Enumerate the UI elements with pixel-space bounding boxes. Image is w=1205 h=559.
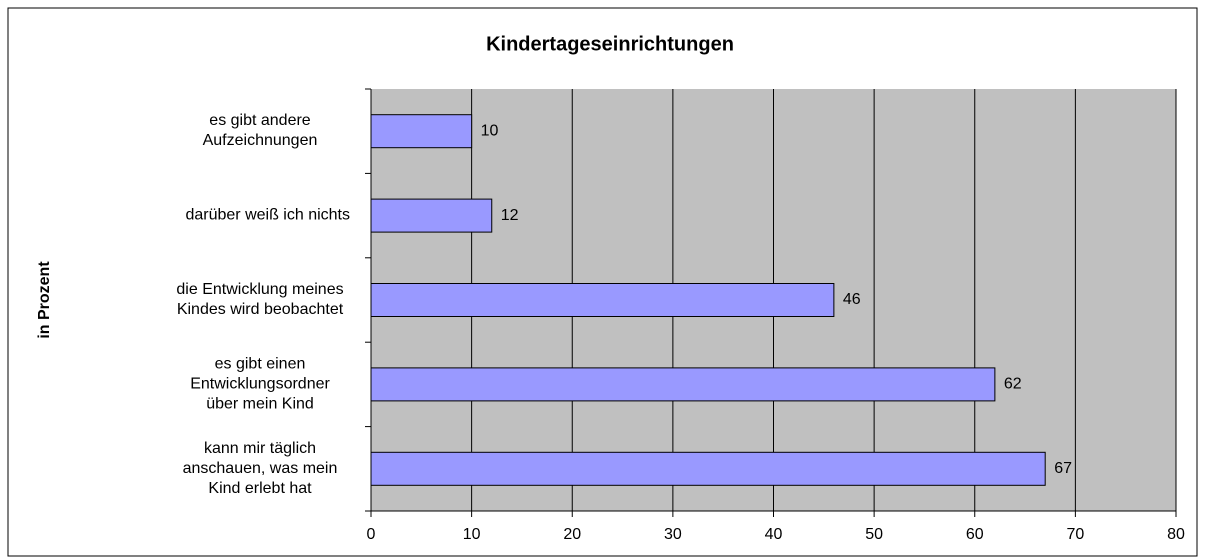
data-label: 10: [481, 122, 499, 139]
x-tick-label: 10: [463, 526, 481, 543]
y-tick-label: die Entwicklung meines Kindes wird beobac…: [176, 281, 343, 318]
data-label: 46: [843, 291, 861, 308]
data-label: 12: [501, 207, 519, 224]
x-tick-label: 20: [563, 526, 581, 543]
x-tick-label: 30: [664, 526, 682, 543]
x-tick-label: 40: [765, 526, 783, 543]
x-tick-label: 60: [966, 526, 984, 543]
bar: [370, 451, 1046, 486]
y-tick-label: es gibt andere Aufzeichnungen: [203, 112, 318, 149]
x-tick-label: 0: [367, 526, 376, 543]
bar: [370, 367, 996, 402]
bar: [370, 114, 473, 149]
y-tick-label: es gibt einen Entwicklungsordner über mein…: [190, 356, 330, 413]
x-tick-label: 50: [865, 526, 883, 543]
x-tick-label: 80: [1167, 526, 1185, 543]
x-tick-label: 70: [1066, 526, 1084, 543]
bar: [370, 198, 493, 233]
data-label: 67: [1054, 460, 1072, 477]
bar: [370, 283, 835, 317]
y-axis-label: in Prozent: [36, 261, 53, 339]
y-tick-label: darüber weiß ich nichts: [185, 207, 350, 224]
y-tick-label: kann mir täglich anschauen, was mein Kind …: [183, 440, 338, 497]
data-label: 62: [1004, 376, 1022, 393]
chart-title: Kindertageseinrichtungen: [486, 33, 734, 55]
